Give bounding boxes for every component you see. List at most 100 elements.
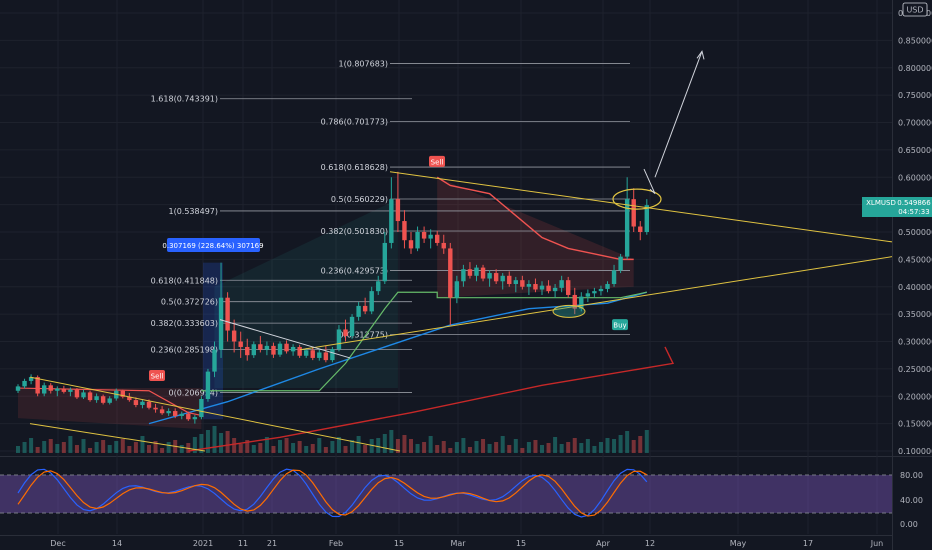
candle-body: [179, 413, 184, 416]
candle-body: [28, 377, 34, 381]
breakout-ellipse: [612, 188, 662, 210]
volume-bars: [16, 426, 649, 453]
fib-label: 0(0.312775): [338, 331, 388, 340]
fib-label: 0.5(0.560229): [331, 195, 388, 204]
candle-body: [205, 371, 211, 399]
candle-body: [474, 267, 479, 276]
candle-body: [638, 226, 643, 232]
volume-bar: [61, 442, 66, 453]
support-ellipse: [552, 304, 586, 318]
price-tick-label: 0.850000: [898, 36, 932, 45]
volume-bar: [166, 442, 171, 453]
candle-body: [186, 413, 191, 420]
volume-bar: [284, 438, 289, 453]
volume-bar: [507, 445, 512, 453]
candle-body: [251, 344, 256, 356]
candle-body: [415, 232, 420, 249]
fib-label: 0.618(0.411848): [151, 276, 218, 285]
candle-body: [480, 267, 486, 279]
volume-bar: [526, 442, 531, 453]
volume-bar: [441, 441, 446, 453]
volume-bar: [16, 446, 20, 453]
candle-body: [159, 409, 165, 414]
time-axis[interactable]: Dec 14 2021 11 21 Feb 15 Mar 15 Apr 12 May 17 Jun: [50, 539, 883, 548]
support-trendline: [29, 423, 206, 452]
candle-body: [513, 280, 518, 285]
volume-bar: [245, 440, 250, 453]
pullback-arrow: [643, 168, 656, 195]
fib-label: 0.382(0.501830): [321, 227, 388, 236]
stoch-d-line: [17, 469, 648, 517]
candles: [15, 171, 649, 424]
price-pane[interactable]: [0, 0, 892, 455]
volume-bar: [160, 448, 165, 453]
candle-body: [461, 269, 466, 282]
volume-bar: [88, 448, 93, 453]
candle-body: [192, 417, 198, 420]
volume-bar: [147, 445, 151, 453]
candle-body: [277, 343, 283, 355]
fib-levels: 1(0.807683) 1.618(0.743391) 0.786(0.701773…: [151, 60, 630, 397]
stoch-band: [0, 475, 892, 513]
candle-body: [507, 275, 512, 285]
currency-label: USD: [906, 6, 923, 15]
candle-body: [304, 350, 309, 356]
candle-body: [605, 284, 610, 289]
volume-bar: [114, 441, 119, 453]
volume-bar: [448, 448, 453, 453]
candle-body: [448, 248, 453, 298]
volume-bar: [474, 441, 479, 453]
volume-bar: [356, 436, 361, 453]
candle-body: [598, 288, 604, 292]
volume-bar: [310, 444, 315, 453]
candle-body: [487, 273, 492, 279]
projection-arrowhead: [696, 50, 705, 60]
volume-bar: [101, 440, 106, 453]
candle-body: [218, 297, 224, 350]
volume-bar: [120, 439, 125, 453]
candle-body: [238, 341, 243, 347]
candle-body: [618, 256, 623, 271]
bear-cloud: [437, 177, 634, 298]
candle-body: [74, 389, 80, 398]
volume-bar: [304, 446, 309, 453]
volume-bar: [389, 430, 394, 453]
volume-bar: [219, 433, 224, 453]
candle-body: [173, 411, 178, 416]
candle-body: [435, 234, 440, 243]
lower-trendline: [299, 256, 893, 351]
signal-label: Sell: [151, 372, 164, 380]
candle-body: [290, 346, 296, 352]
indicator-lines: [17, 176, 675, 452]
oscillator-axis: 80.00 40.00 0.00: [900, 471, 923, 529]
time-tick-label: 21: [267, 539, 277, 548]
volume-bar: [546, 443, 551, 453]
candle-body: [68, 389, 73, 392]
currency-pill[interactable]: USD: [902, 2, 928, 17]
projection-arrow: [654, 51, 703, 178]
signal-pill: [429, 155, 445, 167]
volume-bar: [238, 444, 243, 453]
descending-trendline: [29, 376, 401, 452]
stochastic-lines: [17, 468, 648, 518]
volume-bar: [48, 439, 53, 453]
candle-body: [87, 392, 93, 401]
candle-body: [566, 280, 571, 295]
candle-body: [199, 398, 204, 418]
candle-body: [94, 396, 99, 401]
candle-body: [245, 346, 250, 356]
volume-bar: [68, 436, 73, 453]
volume-bar: [520, 448, 525, 453]
fib-label: 0.786(0.701773): [321, 118, 388, 127]
measure-label: 0.307169 (228.64%) 307169: [162, 242, 263, 250]
candle-body: [166, 411, 171, 414]
volume-bar: [205, 430, 210, 453]
fib-label: 1.618(0.743391): [151, 95, 218, 104]
candle-body: [421, 232, 427, 239]
volume-bar: [212, 426, 217, 453]
